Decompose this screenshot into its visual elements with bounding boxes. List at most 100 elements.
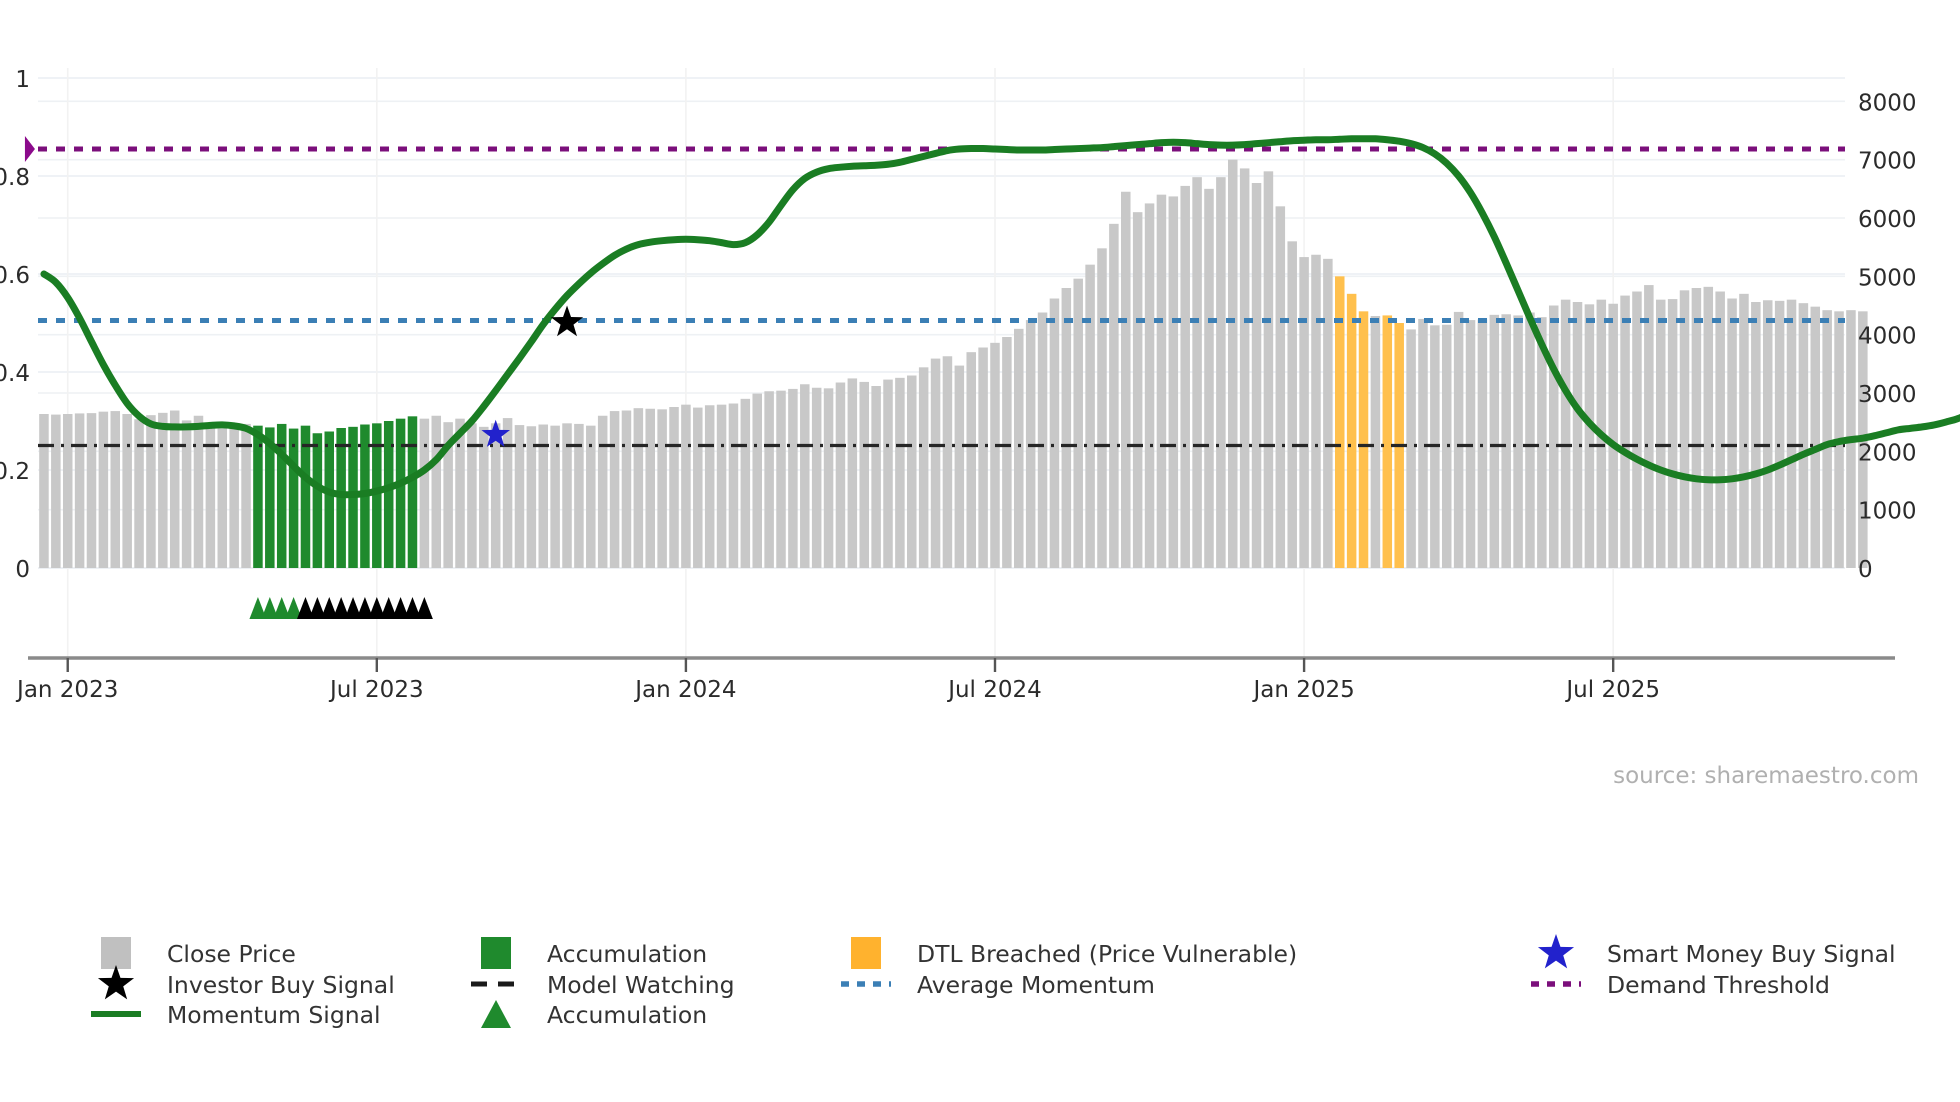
legend-label: Close Price: [167, 940, 296, 968]
bar: [716, 404, 727, 568]
legend-item[interactable]: Smart Money Buy Signal: [1537, 934, 1896, 969]
y-axis-right-tick: 1000: [1858, 499, 1917, 525]
bar: [312, 433, 323, 568]
accumulation-triangle: [249, 597, 267, 619]
legend-item[interactable]: DTL Breached (Price Vulnerable): [851, 937, 1297, 969]
accumulation-triangle: [332, 597, 350, 619]
legend-item[interactable]: Momentum Signal: [91, 1001, 381, 1029]
bar: [954, 365, 965, 568]
bar: [1323, 258, 1333, 568]
y-axis-left-tick: 0: [15, 557, 30, 583]
bar: [62, 414, 73, 568]
legend-item[interactable]: Average Momentum: [841, 971, 1155, 999]
accumulation-triangle: [261, 597, 279, 619]
bar: [1762, 300, 1773, 568]
y-axis-left-labels: 0 0.2 0.4 0.6 0.8 1: [0, 67, 30, 583]
bar: [990, 342, 1000, 568]
bar: [1632, 291, 1642, 568]
y-axis-right-tick: 0: [1858, 557, 1873, 583]
bar: [265, 427, 275, 568]
bar: [1537, 317, 1547, 568]
bar: [1608, 303, 1618, 568]
legend-item[interactable]: Accumulation: [481, 1000, 707, 1029]
bar: [1644, 285, 1654, 568]
bar: [110, 411, 121, 568]
legend-item[interactable]: Demand Threshold: [1531, 971, 1830, 999]
bar: [835, 382, 846, 568]
bar: [1418, 318, 1428, 568]
bar: [800, 384, 810, 568]
bar: [681, 404, 691, 568]
bar: [1014, 328, 1024, 568]
legend-label: Model Watching: [547, 971, 735, 999]
legend-label: Average Momentum: [917, 971, 1155, 999]
y-axis-left-tick: 0.4: [0, 361, 30, 387]
bar: [621, 410, 632, 568]
legend-item[interactable]: Close Price: [101, 937, 296, 969]
bar: [586, 425, 596, 568]
bar: [514, 425, 525, 568]
bar: [241, 423, 251, 568]
accumulation-triangles: [249, 597, 433, 619]
bar: [276, 423, 287, 568]
bar: [1406, 329, 1416, 568]
bar: [1727, 298, 1737, 568]
bar: [217, 428, 228, 568]
accumulation-triangle: [392, 597, 410, 619]
bar: [1501, 314, 1511, 568]
legend-label: Demand Threshold: [1607, 971, 1830, 999]
chart-legend: Close Price Accumulation DTL Breached (Pri…: [91, 934, 1896, 1029]
y-axis-right-tick: 4000: [1858, 324, 1917, 350]
bar: [752, 393, 762, 568]
bar: [86, 413, 97, 569]
bar: [562, 423, 572, 568]
bar: [181, 420, 192, 568]
bar: [98, 411, 109, 568]
bar: [253, 425, 263, 568]
bar: [740, 398, 751, 568]
bar: [74, 413, 85, 568]
bar: [1584, 304, 1595, 568]
bar: [1299, 257, 1309, 568]
bar: [978, 347, 988, 568]
bar: [1620, 295, 1630, 568]
bar: [39, 414, 49, 568]
bar: [431, 415, 442, 568]
bar: [300, 425, 311, 568]
bar: [776, 390, 786, 568]
bar: [930, 358, 941, 568]
legend-item[interactable]: Accumulation: [481, 937, 707, 969]
bar: [1192, 177, 1202, 569]
bar: [1477, 319, 1488, 568]
bar: [502, 418, 513, 568]
bar: [1441, 324, 1452, 568]
bar: [51, 414, 61, 568]
legend-swatch-square: [101, 937, 131, 969]
legend-item[interactable]: Investor Buy Signal: [97, 965, 395, 1000]
bar: [1144, 203, 1155, 569]
bar: [918, 367, 929, 568]
bar: [871, 386, 881, 568]
bar: [324, 431, 335, 568]
legend-item[interactable]: Model Watching: [471, 971, 735, 999]
bar: [1751, 302, 1761, 568]
bar: [467, 423, 477, 568]
legend-label: Investor Buy Signal: [167, 971, 395, 999]
y-axis-right-labels: 0 1000 2000 3000 4000 5000 6000 7000 8000: [1858, 90, 1917, 583]
legend-label: Momentum Signal: [167, 1001, 381, 1029]
bar: [526, 426, 537, 568]
bar: [1560, 299, 1571, 568]
bar: [193, 415, 204, 568]
bar: [1548, 305, 1559, 568]
line-series-momentum-signal: [40, 135, 1960, 499]
accumulation-triangle: [285, 597, 303, 619]
x-axis-tick: Jan 2024: [633, 677, 736, 703]
accumulation-triangle: [296, 597, 314, 619]
bar: [1311, 254, 1321, 568]
bar: [1109, 223, 1119, 568]
accumulation-triangle: [320, 597, 338, 619]
bar: [538, 424, 548, 568]
y-axis-left-tick: 0.2: [0, 459, 30, 485]
